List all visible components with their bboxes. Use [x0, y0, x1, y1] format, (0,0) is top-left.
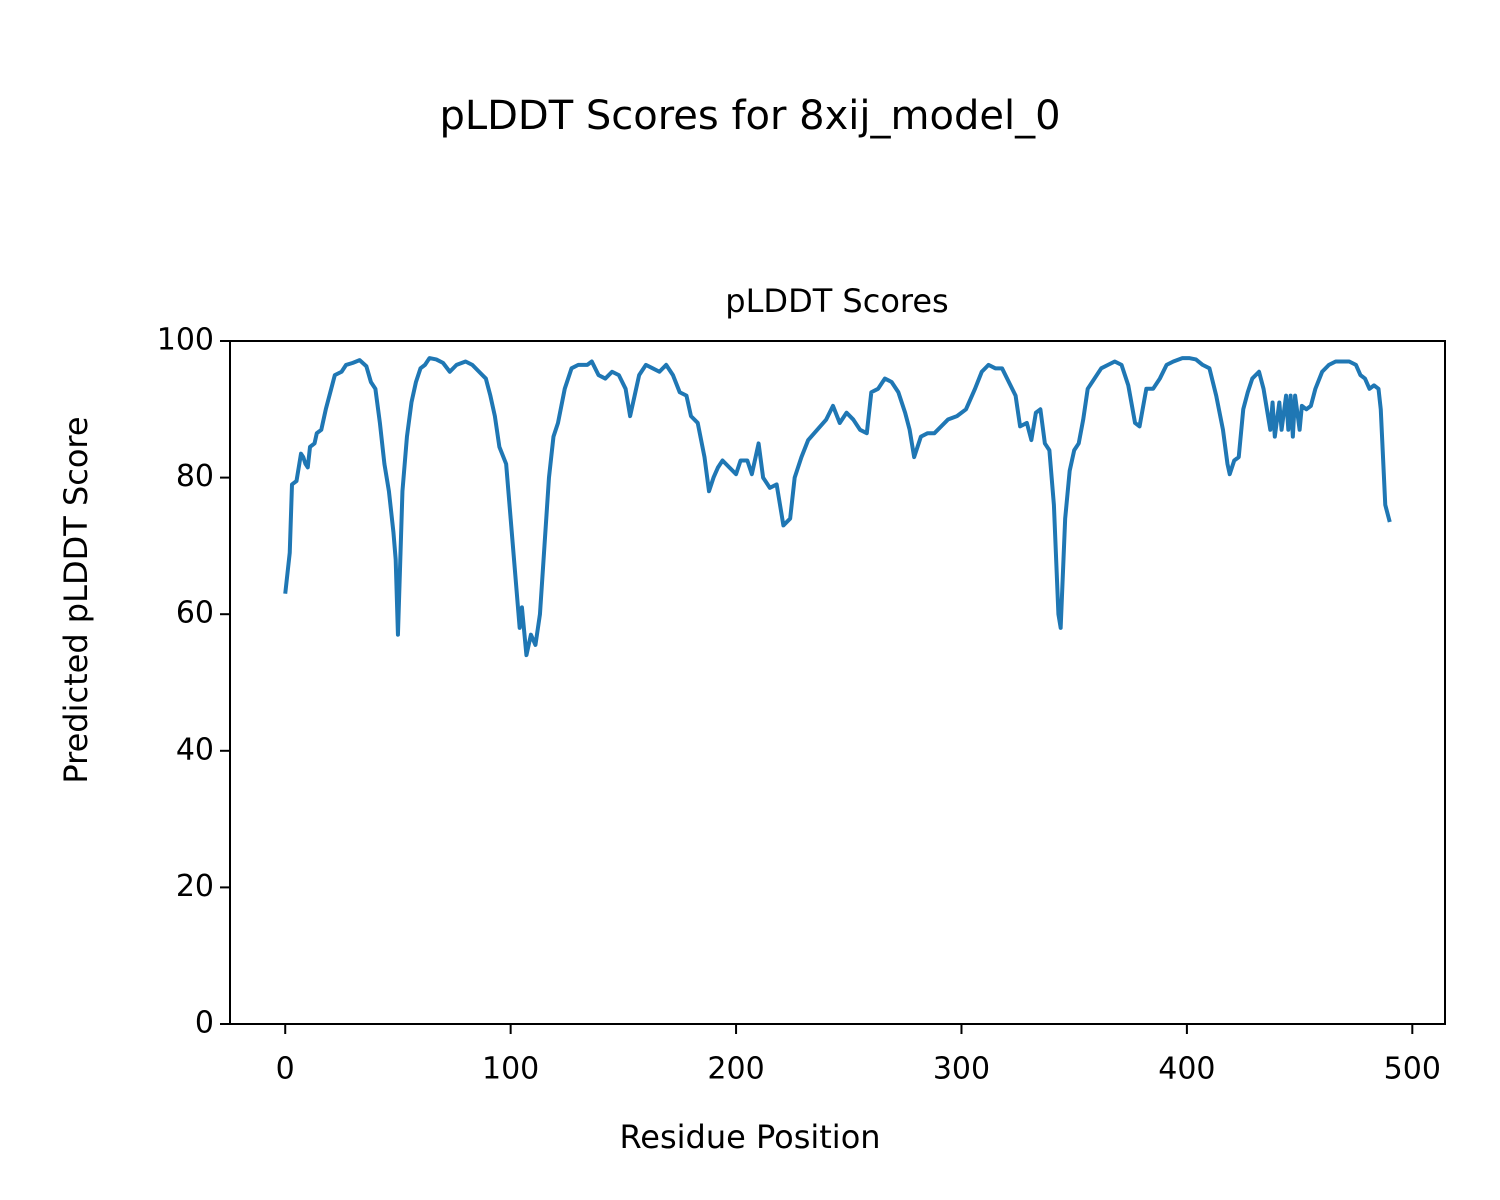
x-tick-label: 300	[933, 1052, 990, 1087]
y-axis-label: Predicted pLDDT Score	[57, 416, 95, 783]
x-tick-label: 100	[482, 1052, 539, 1087]
y-tick-label: 100	[157, 323, 214, 358]
y-tick-label: 0	[195, 1006, 214, 1041]
chart-subtitle: pLDDT Scores	[725, 282, 948, 320]
x-tick-label: 400	[1158, 1052, 1215, 1087]
x-tick-label: 500	[1384, 1052, 1441, 1087]
plot-frame	[229, 340, 1446, 1025]
x-tick-label: 0	[276, 1052, 295, 1087]
x-tick-label: 200	[707, 1052, 764, 1087]
y-tick-label: 60	[176, 596, 214, 631]
x-axis-label: Residue Position	[619, 1118, 880, 1156]
y-tick-label: 80	[176, 459, 214, 494]
y-tick-label: 20	[176, 869, 214, 904]
chart-title: pLDDT Scores for 8xij_model_0	[439, 93, 1060, 139]
line	[283, 356, 1392, 658]
y-tick-label: 40	[176, 732, 214, 767]
